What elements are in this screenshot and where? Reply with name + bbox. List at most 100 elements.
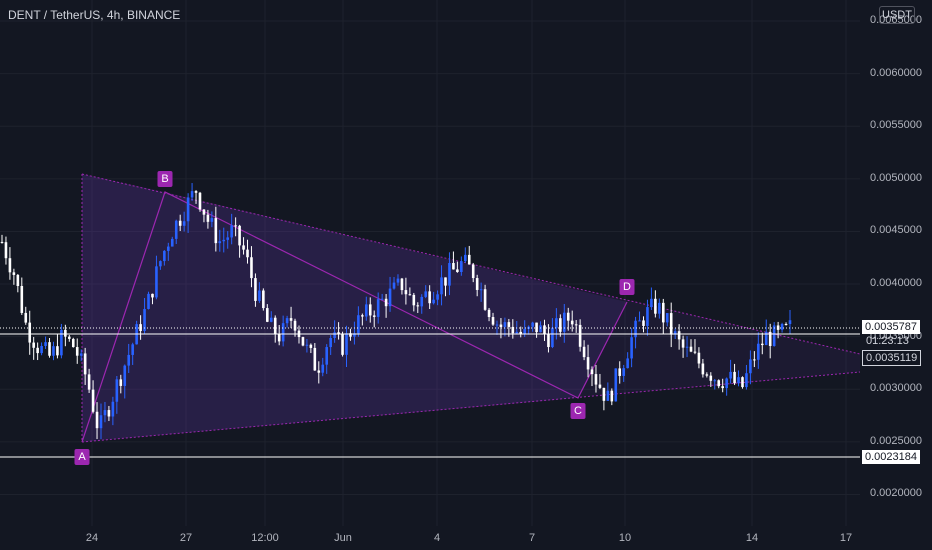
candle-body <box>511 326 515 334</box>
candle-body <box>103 410 107 416</box>
candle-body <box>56 346 59 356</box>
candle-body <box>258 290 261 301</box>
candle-body <box>420 296 424 307</box>
triangle-fill <box>82 174 860 442</box>
candle-body <box>757 343 760 360</box>
candle-body <box>487 309 491 318</box>
candle-body <box>313 347 317 371</box>
candle-body <box>784 324 788 326</box>
candle-body <box>186 197 190 222</box>
candle-body <box>614 368 618 402</box>
candle-body <box>475 278 479 290</box>
chart-canvas[interactable] <box>0 0 860 526</box>
chart-area[interactable]: A B C D DENT / TetherUS, 4h, BINANCE <box>0 0 860 526</box>
candle-body <box>345 333 348 355</box>
candle-body <box>131 344 134 355</box>
candle-body <box>764 331 768 346</box>
candle-body <box>341 334 344 355</box>
candle-body <box>471 264 475 279</box>
candle-body <box>115 379 119 402</box>
candle-body <box>79 353 83 356</box>
candle-body <box>127 354 131 366</box>
pattern-label-c[interactable]: C <box>570 403 586 419</box>
candle-body <box>281 323 285 342</box>
candle-body <box>448 263 451 286</box>
candle-body <box>95 411 99 429</box>
candle-body <box>606 390 610 401</box>
candle-body <box>174 220 178 239</box>
pattern-label-a[interactable]: A <box>74 449 90 465</box>
candle-body <box>689 346 693 352</box>
candle-body <box>206 214 210 222</box>
candle-body <box>194 191 198 193</box>
candle-body <box>163 250 166 262</box>
candle-body <box>444 277 447 286</box>
candle-body <box>289 318 293 321</box>
candle-body <box>32 342 35 348</box>
candle-body <box>246 249 249 258</box>
time-tick-label: 7 <box>528 532 536 544</box>
candle-body <box>190 191 194 198</box>
candle-body <box>760 343 764 346</box>
candle-body <box>198 192 202 210</box>
candle-body <box>234 225 237 227</box>
triangle-upper-edge <box>81 173 860 355</box>
candle-body <box>673 331 677 335</box>
candle-body <box>452 263 455 270</box>
candle-body <box>685 346 689 348</box>
pattern-label-d[interactable]: D <box>619 279 635 295</box>
candle-body <box>479 289 483 291</box>
candle-body <box>594 374 598 385</box>
candle-body <box>582 346 586 358</box>
candle-body <box>705 374 709 376</box>
candle-body <box>562 312 566 332</box>
candle-body <box>40 345 43 354</box>
candle-body <box>618 368 622 376</box>
candle-body <box>0 241 4 243</box>
candle-body <box>665 313 669 323</box>
candle-body <box>483 289 487 310</box>
candle-body <box>365 304 368 317</box>
price-tick-label: 0.0045000 <box>870 224 922 237</box>
candle-body <box>463 254 467 262</box>
candle-body <box>293 320 297 331</box>
candle-body <box>155 266 158 298</box>
candle-body <box>107 410 111 417</box>
level-1-tag: 0.0035119 <box>862 350 922 366</box>
candle-body <box>151 293 154 298</box>
time-tick-label: 17 <box>839 532 853 544</box>
candle-body <box>357 315 360 334</box>
candle-body <box>254 278 257 301</box>
price-axis[interactable]: 0.0065000 0.0060000 0.0055000 0.0050000 0.00… <box>860 0 932 550</box>
candle-body <box>325 347 329 365</box>
candle-body <box>772 325 776 346</box>
candle-body <box>4 242 8 259</box>
candle-body <box>749 359 752 374</box>
candle-body <box>717 380 721 387</box>
candle-body <box>396 278 400 283</box>
horizontal-levels[interactable] <box>0 327 860 458</box>
candle-body <box>337 332 340 335</box>
candle-body <box>285 318 289 324</box>
price-tick-label: 0.0055000 <box>870 119 922 132</box>
candle-body <box>24 312 28 323</box>
candle-body <box>610 390 614 402</box>
time-axis[interactable]: 24 27 12:00 Jun 4 7 10 14 17 <box>0 526 860 550</box>
candle-body <box>408 294 412 296</box>
candle-body <box>491 317 495 325</box>
symbol-title[interactable]: DENT / TetherUS, 4h, BINANCE <box>8 8 181 22</box>
pattern-label-b[interactable]: B <box>157 171 173 187</box>
pattern-path <box>81 191 628 443</box>
candle-body <box>598 384 602 388</box>
xabcd-pattern[interactable] <box>81 173 860 443</box>
currency-button[interactable]: USDT <box>879 6 915 24</box>
time-tick-label: 14 <box>745 532 759 544</box>
candle-body <box>733 371 736 384</box>
candle-body <box>531 322 534 327</box>
candle-body <box>737 377 740 384</box>
candle-body <box>658 302 661 314</box>
candle-body <box>622 368 625 376</box>
candle-body <box>317 370 321 373</box>
level-2-tag: 0.0023184 <box>862 450 920 464</box>
candle-body <box>499 324 503 328</box>
